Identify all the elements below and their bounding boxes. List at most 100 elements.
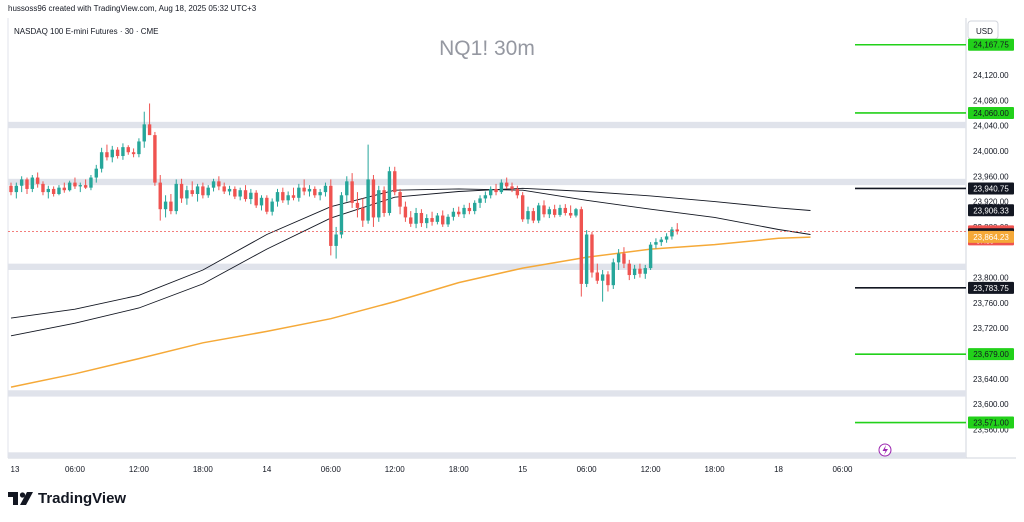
candle-body [387, 171, 392, 213]
moving-average-ma_orange [10, 236, 811, 388]
candle-body [670, 229, 674, 237]
candle [494, 183, 498, 196]
candle [345, 176, 349, 202]
candle [590, 231, 594, 278]
candle [536, 202, 541, 224]
candle [648, 242, 653, 270]
candle-body [648, 244, 653, 269]
candle-body [51, 188, 56, 194]
candle [51, 186, 56, 197]
candle-body [211, 181, 216, 188]
x-tick-label: 06:00 [321, 465, 342, 474]
candle-body [419, 212, 424, 224]
candle-body [110, 149, 114, 158]
candle-body [393, 171, 397, 193]
candle-body [441, 215, 445, 225]
candle-body [179, 183, 184, 199]
candle [78, 182, 82, 193]
candle-body [339, 195, 344, 235]
candle-body [323, 185, 328, 193]
candle [334, 226, 338, 259]
candle [441, 210, 445, 227]
axis-price-badge-label: 23,864.23 [973, 233, 1009, 242]
candle-body [78, 185, 82, 187]
candle [46, 185, 51, 199]
candle-body [270, 201, 274, 212]
candle-body [526, 211, 530, 220]
candle [654, 238, 658, 249]
candle-body [483, 195, 488, 199]
candle-body [403, 206, 408, 218]
candle-body [254, 192, 258, 206]
y-tick-label: 23,600.00 [973, 400, 1009, 409]
candle [483, 191, 488, 203]
candle [137, 138, 141, 158]
candle-body [638, 268, 642, 274]
candle-body [579, 209, 584, 284]
candle-body [584, 234, 589, 284]
candle-body [366, 179, 370, 221]
candle-body [414, 212, 418, 224]
candle [616, 249, 621, 270]
y-tick-label: 24,080.00 [973, 96, 1009, 105]
candle [600, 269, 605, 302]
candle-body [334, 234, 338, 246]
zone-band-1 [8, 178, 966, 186]
candle-body [147, 124, 152, 136]
candle-body [62, 187, 66, 191]
currency-label[interactable]: USD [976, 27, 993, 36]
level-badge [968, 182, 1014, 195]
candle-body [558, 207, 562, 215]
candle [9, 182, 13, 196]
candle-body [627, 263, 631, 276]
candle [664, 233, 669, 243]
moving-average-ma_black_slow [10, 187, 811, 337]
candle [153, 131, 157, 186]
candle-body [377, 190, 381, 218]
candle-body [89, 177, 93, 188]
candle-body [174, 183, 178, 212]
candle-body [467, 207, 472, 212]
candle [89, 175, 93, 191]
candle-body [227, 188, 232, 192]
lightning-icon-glyph [882, 445, 888, 455]
candle [67, 180, 72, 192]
candle-body [425, 218, 429, 224]
candle [670, 226, 674, 240]
candle-body [329, 185, 333, 246]
candle-body [9, 185, 13, 193]
candle-body [568, 212, 573, 216]
candle-body [515, 188, 520, 196]
candle-body [435, 215, 440, 222]
candle-body [659, 239, 663, 243]
candle [398, 188, 402, 215]
tradingview-logo: TradingView [8, 490, 126, 507]
candle-body [430, 218, 434, 222]
candle [195, 183, 200, 202]
candle-body [30, 177, 35, 189]
candle-body [265, 197, 269, 212]
candle-body [547, 209, 552, 215]
candle [462, 204, 466, 219]
candle [510, 182, 514, 193]
candle-body [169, 201, 173, 212]
candle-body [99, 152, 104, 169]
candle [297, 183, 301, 202]
candle-body [552, 209, 557, 215]
level-badge-label: 23,783.75 [973, 284, 1009, 293]
candle-body [137, 141, 141, 155]
candle-body [361, 207, 365, 221]
y-tick-label: 23,760.00 [973, 299, 1009, 308]
candle-body [632, 268, 637, 276]
level-badge-label: 23,679.00 [973, 350, 1009, 359]
chart-title: NQ1! 30m [439, 37, 535, 60]
candle [238, 187, 242, 201]
candle [350, 173, 354, 208]
moving-average-ma_black_fast [10, 188, 811, 319]
candle-body [542, 205, 546, 215]
candle [595, 263, 599, 284]
candle [313, 186, 317, 198]
candle-body [275, 192, 280, 202]
y-tick-label: 23,800.00 [973, 274, 1009, 283]
